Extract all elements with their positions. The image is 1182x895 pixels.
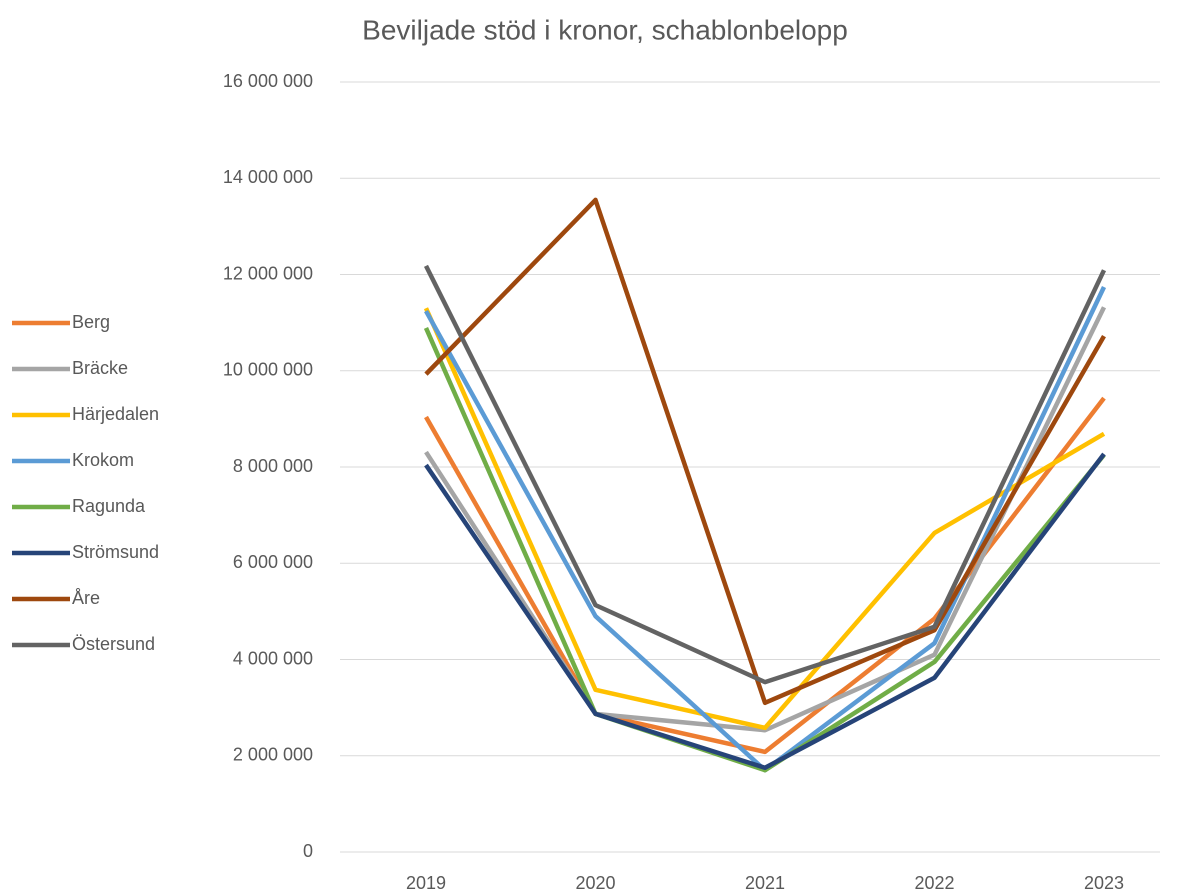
x-tick-label: 2019 [406,873,446,893]
legend-label: Bräcke [72,358,128,378]
legend-label: Strömsund [72,542,159,562]
y-tick-label: 6 000 000 [233,552,313,572]
legend-label: Östersund [72,634,155,654]
series-line [423,307,1106,731]
series-line [423,264,1107,685]
x-tick-label: 2023 [1084,873,1124,893]
x-tick-label: 2022 [914,873,954,893]
y-tick-label: 2 000 000 [233,745,313,765]
y-tick-label: 4 000 000 [233,648,313,668]
y-tick-label: 8 000 000 [233,456,313,476]
series-line [424,452,1106,771]
series-line [423,327,1106,773]
legend-label: Krokom [72,450,134,470]
series-line [424,197,1106,706]
y-tick-label: 10 000 000 [223,360,313,380]
y-tick-label: 14 000 000 [223,167,313,187]
x-tick-label: 2021 [745,873,785,893]
legend-label: Ragunda [72,496,146,516]
chart-title: Beviljade stöd i kronor, schablonbelopp [362,14,848,45]
legend-label: Berg [72,312,110,332]
y-tick-label: 12 000 000 [223,263,313,283]
legend-label: Åre [72,588,100,608]
y-tick-label: 0 [303,841,313,861]
legend-label: Härjedalen [72,404,159,424]
x-tick-label: 2020 [575,873,615,893]
series-line [424,306,1107,733]
series-line [424,396,1106,755]
y-tick-label: 16 000 000 [223,71,313,91]
